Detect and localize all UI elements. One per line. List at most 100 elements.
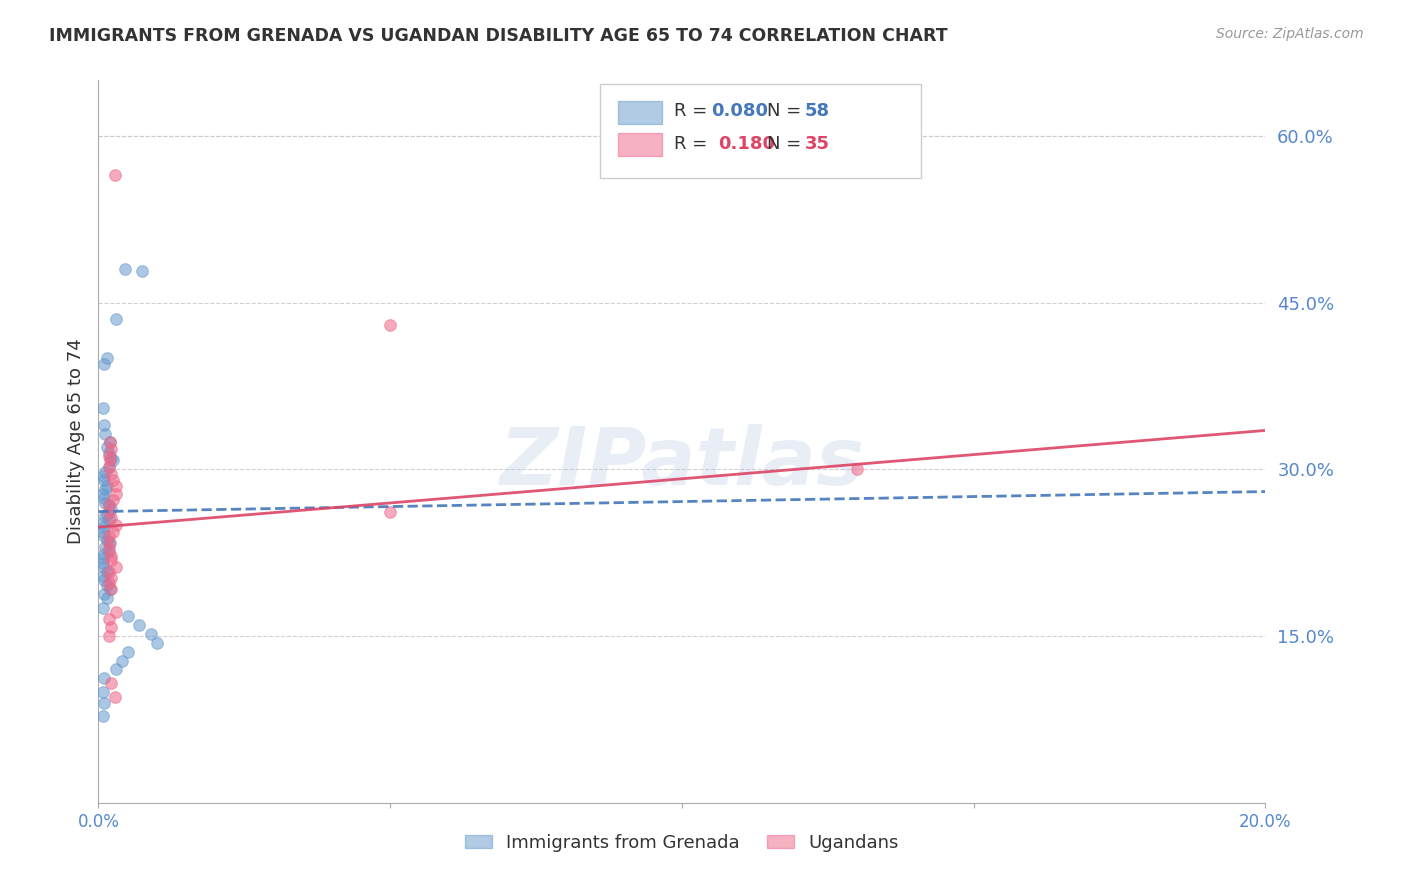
Point [104, 168, 127, 182]
Point [98, 582, 121, 597]
Point [380, 505, 402, 519]
Point [91, 524, 114, 539]
Point [100, 549, 122, 563]
Point [97, 505, 120, 519]
Point [93, 547, 115, 561]
Point [100, 582, 122, 597]
Point [114, 262, 136, 277]
Point [139, 627, 162, 641]
Point [98, 453, 121, 467]
Point [97, 445, 120, 459]
Point [97, 575, 120, 590]
Point [104, 487, 127, 501]
Point [97, 612, 120, 626]
FancyBboxPatch shape [617, 101, 662, 124]
Point [91, 551, 114, 566]
Point [91, 569, 114, 583]
Text: N =: N = [768, 103, 807, 120]
Point [94, 465, 117, 479]
Legend: Immigrants from Grenada, Ugandans: Immigrants from Grenada, Ugandans [457, 826, 907, 859]
Point [100, 571, 122, 585]
Point [97, 565, 120, 579]
Point [96, 533, 118, 548]
Text: N =: N = [768, 135, 807, 153]
Point [97, 498, 120, 512]
Point [93, 529, 115, 543]
Point [97, 544, 120, 558]
Point [98, 535, 121, 549]
Point [97, 542, 120, 557]
Point [104, 690, 127, 705]
Point [93, 574, 115, 588]
Point [96, 565, 118, 579]
Point [97, 529, 120, 543]
Point [93, 587, 115, 601]
Y-axis label: Disability Age 65 to 74: Disability Age 65 to 74 [66, 339, 84, 544]
Point [104, 560, 127, 574]
Point [100, 620, 122, 634]
Point [91, 487, 114, 501]
Point [93, 474, 115, 488]
Point [101, 453, 124, 467]
Point [104, 479, 127, 493]
Point [93, 491, 115, 506]
Point [91, 516, 114, 530]
Point [131, 264, 153, 278]
Point [146, 636, 169, 650]
Text: 35: 35 [804, 135, 830, 153]
Point [96, 591, 118, 606]
Point [94, 426, 117, 441]
Point [94, 496, 117, 510]
Point [93, 560, 115, 574]
Text: Source: ZipAtlas.com: Source: ZipAtlas.com [1216, 27, 1364, 41]
Point [128, 618, 150, 632]
Point [91, 601, 114, 615]
Point [96, 507, 118, 521]
Point [100, 451, 122, 466]
Point [846, 462, 869, 476]
Point [96, 578, 118, 592]
Text: 0.180: 0.180 [718, 135, 775, 153]
Text: 0.080: 0.080 [711, 103, 768, 120]
Text: ZIPatlas: ZIPatlas [499, 425, 865, 502]
Point [93, 357, 115, 371]
Point [97, 512, 120, 526]
Point [100, 442, 122, 457]
Text: IMMIGRANTS FROM GRENADA VS UGANDAN DISABILITY AGE 65 TO 74 CORRELATION CHART: IMMIGRANTS FROM GRENADA VS UGANDAN DISAB… [49, 27, 948, 45]
Point [104, 605, 127, 619]
Point [97, 535, 120, 549]
Point [96, 479, 118, 493]
Point [380, 318, 402, 332]
Point [104, 517, 127, 532]
Point [101, 474, 124, 488]
Point [100, 511, 122, 525]
Point [111, 653, 134, 667]
Point [104, 312, 127, 326]
Point [98, 434, 121, 449]
Point [100, 467, 122, 481]
Point [91, 469, 114, 483]
Point [100, 553, 122, 567]
Point [97, 460, 120, 475]
Point [91, 401, 114, 416]
Text: R =: R = [673, 103, 713, 120]
Point [117, 609, 139, 624]
Point [91, 556, 114, 570]
Point [101, 524, 124, 539]
Point [101, 493, 124, 508]
Point [97, 498, 120, 512]
Point [117, 645, 139, 659]
Text: 58: 58 [804, 103, 830, 120]
FancyBboxPatch shape [617, 133, 662, 156]
Point [94, 483, 117, 497]
Point [97, 629, 120, 643]
Point [96, 440, 118, 454]
Point [93, 671, 115, 685]
Point [93, 520, 115, 534]
Point [97, 449, 120, 463]
Point [94, 540, 117, 554]
Point [104, 662, 127, 676]
Point [91, 684, 114, 698]
Point [100, 502, 122, 516]
Point [93, 417, 115, 432]
